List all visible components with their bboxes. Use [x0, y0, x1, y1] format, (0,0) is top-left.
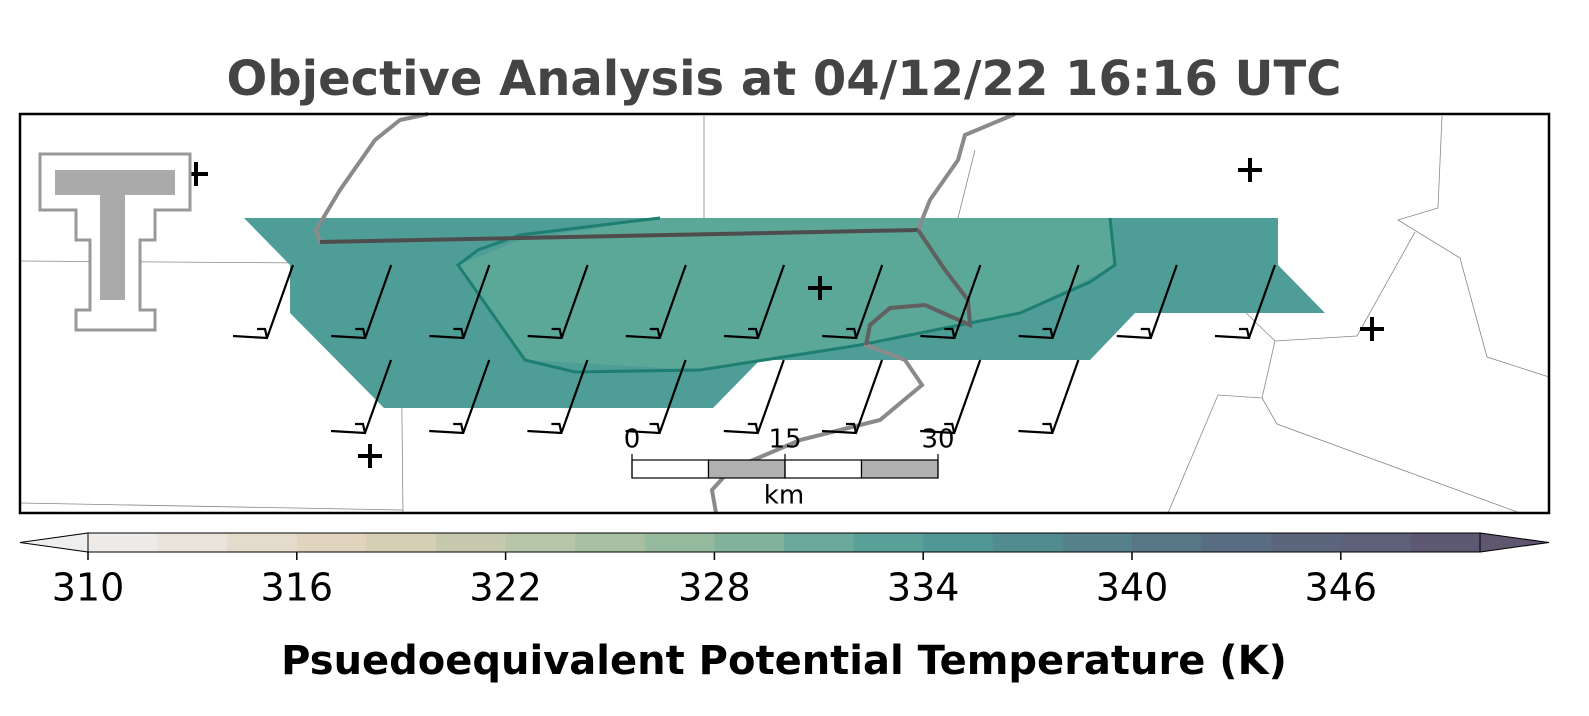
- scale-tick-label: 30: [921, 425, 954, 455]
- wind-barb: [625, 359, 687, 435]
- scale-tick-label: 15: [768, 425, 801, 455]
- station-marker: [358, 444, 382, 468]
- title: Objective Analysis at 04/12/22 16:16 UTC: [227, 51, 1342, 107]
- colorbar-band: [366, 533, 437, 552]
- colorbar: Psuedoequivalent Potential Temperature (…: [19, 532, 1550, 684]
- colorbar-tick-label: 310: [52, 566, 125, 610]
- colorbar-label: Psuedoequivalent Potential Temperature (…: [281, 638, 1287, 684]
- colorbar-extend-low: [19, 532, 89, 553]
- colorbar-band: [505, 533, 576, 552]
- wind-barb: [723, 264, 786, 340]
- colorbar-band: [714, 533, 785, 552]
- colorbar-band: [1062, 533, 1133, 552]
- colorbar-band: [575, 533, 646, 552]
- station-markers: [184, 158, 1384, 468]
- wind-barb: [232, 264, 295, 340]
- scale-tick-label: 0: [624, 425, 641, 455]
- wind-barb: [429, 359, 491, 435]
- station-marker: [1360, 317, 1384, 341]
- colorbar-band: [644, 533, 715, 552]
- colorbar-band: [1132, 533, 1203, 552]
- scale-segment: [707, 459, 786, 479]
- colorbar-tick-label: 334: [887, 566, 960, 610]
- colorbar-band: [992, 533, 1063, 552]
- colorbar-tick-label: 322: [469, 566, 542, 610]
- wind-barb: [625, 264, 687, 340]
- scale-unit: km: [764, 481, 804, 511]
- contour: [455, 216, 1117, 374]
- colorbar-extend-high: [1479, 532, 1550, 553]
- colorbar-band: [157, 533, 228, 552]
- station-marker: [1238, 158, 1262, 182]
- logo: [38, 152, 192, 332]
- wind-barb: [1018, 264, 1080, 340]
- scale-segment: [631, 459, 710, 479]
- map: km 0 15 30: [18, 112, 1551, 515]
- map-frame: [18, 112, 1551, 515]
- colorbar-tick-label: 346: [1305, 566, 1378, 610]
- colorbar-frame: [87, 532, 1481, 553]
- colorbar-band: [853, 533, 924, 552]
- wind-barb: [920, 359, 982, 435]
- wind-barb: [429, 264, 491, 340]
- theta-e-fill-light: [458, 218, 1115, 370]
- colorbar-band: [1410, 533, 1481, 552]
- colorbar-tick-label: 316: [261, 566, 334, 610]
- wind-barb: [822, 264, 884, 340]
- wind-barb: [331, 264, 393, 340]
- wind-barb: [1018, 359, 1080, 435]
- colorbar-band: [296, 533, 367, 552]
- wind-barb: [527, 264, 589, 340]
- station-marker: [808, 276, 832, 300]
- colorbar-band: [784, 533, 855, 552]
- wind-barb: [1116, 264, 1178, 340]
- colorbar-band: [1201, 533, 1272, 552]
- colorbar-band: [1340, 533, 1411, 552]
- wind-barb: [330, 359, 393, 435]
- colorbar-band: [1271, 533, 1342, 552]
- wind-barb: [920, 264, 982, 340]
- scale-segment: [784, 459, 863, 479]
- scale-bar: km 0 15 30: [624, 425, 955, 511]
- wind-barb: [723, 359, 785, 435]
- wind-barb: [527, 359, 589, 435]
- colorbar-band: [923, 533, 994, 552]
- wind-barb: [821, 359, 884, 435]
- colorbar-band: [227, 533, 298, 552]
- wind-barb: [1214, 264, 1277, 340]
- colorbar-band: [88, 533, 159, 552]
- colorbar-band: [436, 533, 507, 552]
- scale-segment: [860, 459, 939, 479]
- wind-barbs: [232, 264, 1277, 435]
- colorbar-tick-label: 340: [1096, 566, 1169, 610]
- colorbar-tick-label: 328: [678, 566, 751, 610]
